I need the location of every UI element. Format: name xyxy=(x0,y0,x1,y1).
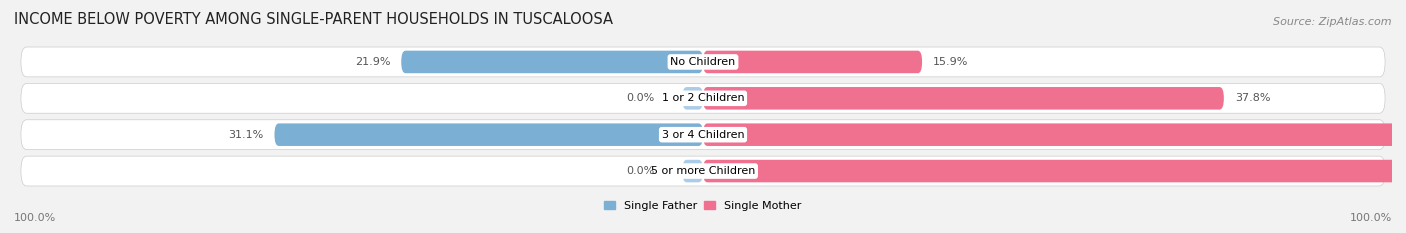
Text: 15.9%: 15.9% xyxy=(934,57,969,67)
FancyBboxPatch shape xyxy=(274,123,703,146)
FancyBboxPatch shape xyxy=(703,87,1223,110)
Text: 100.0%: 100.0% xyxy=(14,213,56,223)
FancyBboxPatch shape xyxy=(703,123,1406,146)
FancyBboxPatch shape xyxy=(21,120,1385,150)
FancyBboxPatch shape xyxy=(401,51,703,73)
FancyBboxPatch shape xyxy=(21,156,1385,186)
Text: 0.0%: 0.0% xyxy=(627,93,655,103)
FancyBboxPatch shape xyxy=(703,51,922,73)
Text: 1 or 2 Children: 1 or 2 Children xyxy=(662,93,744,103)
Legend: Single Father, Single Mother: Single Father, Single Mother xyxy=(600,196,806,215)
Text: 3 or 4 Children: 3 or 4 Children xyxy=(662,130,744,140)
FancyBboxPatch shape xyxy=(21,83,1385,113)
Text: 5 or more Children: 5 or more Children xyxy=(651,166,755,176)
Text: 37.8%: 37.8% xyxy=(1234,93,1271,103)
Text: Source: ZipAtlas.com: Source: ZipAtlas.com xyxy=(1274,17,1392,27)
Text: 31.1%: 31.1% xyxy=(228,130,263,140)
FancyBboxPatch shape xyxy=(21,47,1385,77)
Text: 100.0%: 100.0% xyxy=(1350,213,1392,223)
Text: No Children: No Children xyxy=(671,57,735,67)
Text: 0.0%: 0.0% xyxy=(627,166,655,176)
Text: 21.9%: 21.9% xyxy=(354,57,391,67)
Text: INCOME BELOW POVERTY AMONG SINGLE-PARENT HOUSEHOLDS IN TUSCALOOSA: INCOME BELOW POVERTY AMONG SINGLE-PARENT… xyxy=(14,12,613,27)
FancyBboxPatch shape xyxy=(703,160,1406,182)
FancyBboxPatch shape xyxy=(682,160,703,182)
FancyBboxPatch shape xyxy=(682,87,703,110)
